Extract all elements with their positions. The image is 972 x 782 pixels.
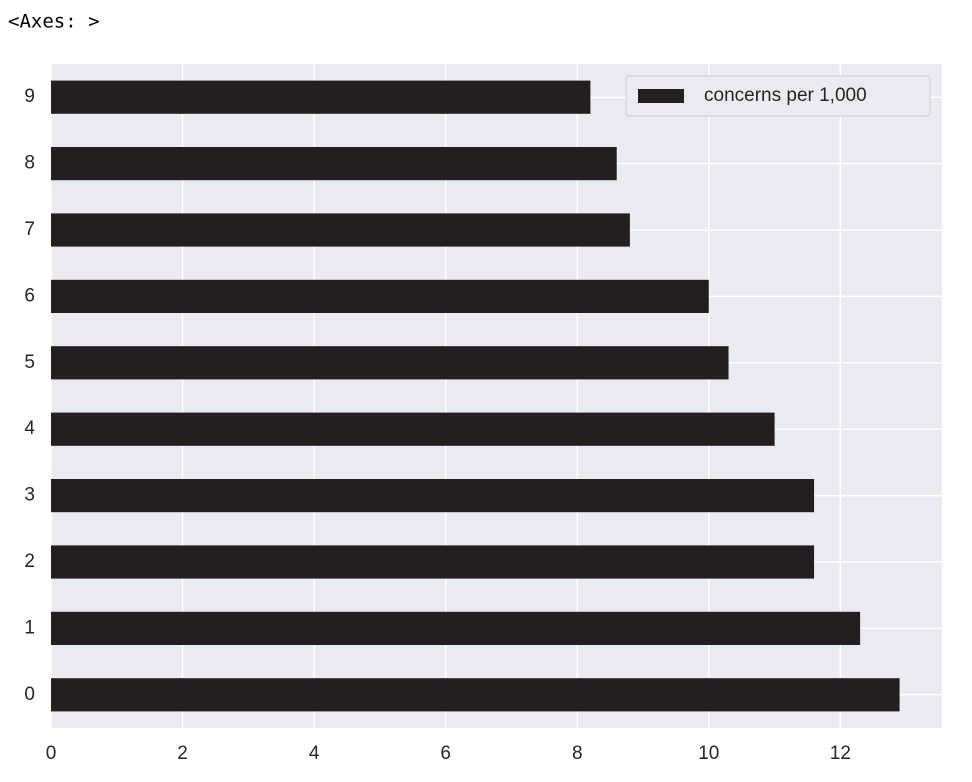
bar	[51, 346, 729, 380]
y-tick-label: 5	[24, 352, 35, 373]
bar	[51, 611, 861, 645]
y-tick-label: 4	[24, 418, 35, 439]
legend-label: concerns per 1,000	[704, 85, 867, 106]
bar	[51, 147, 617, 181]
bar	[51, 80, 591, 114]
bar	[51, 678, 900, 712]
bar	[51, 213, 630, 247]
legend-swatch	[638, 89, 684, 103]
x-tick-label: 4	[309, 743, 320, 764]
bar	[51, 545, 815, 579]
legend-box	[625, 75, 931, 117]
x-tick-label: 8	[572, 743, 583, 764]
x-tick-label: 10	[698, 743, 719, 764]
y-tick-label: 0	[24, 684, 35, 705]
bar	[51, 279, 709, 313]
y-tick-label: 7	[24, 219, 35, 240]
x-tick-label: 12	[830, 743, 851, 764]
y-tick-label: 8	[24, 153, 35, 174]
bar	[51, 479, 815, 513]
x-tick-label: 0	[46, 743, 57, 764]
x-tick-label: 6	[440, 743, 451, 764]
y-tick-label: 9	[24, 86, 35, 107]
x-tick-label: 2	[177, 743, 188, 764]
bar	[51, 412, 775, 446]
y-tick-label: 2	[24, 551, 35, 572]
y-tick-label: 6	[24, 285, 35, 306]
chart-title: <Axes: >	[8, 11, 100, 33]
y-tick-label: 1	[24, 617, 35, 638]
y-tick-label: 3	[24, 485, 35, 506]
